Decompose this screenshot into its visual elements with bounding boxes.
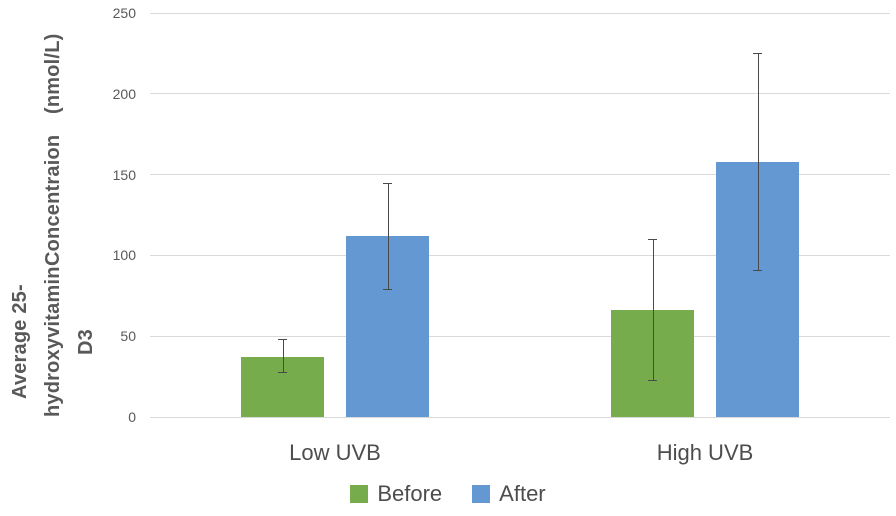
error-bar-line: [757, 53, 759, 270]
error-bar-cap-bottom: [278, 371, 287, 373]
gridline-250: [150, 12, 890, 14]
legend-swatch-after: [472, 485, 491, 503]
y-tick-label-0: 0: [128, 409, 136, 425]
error-bar-line: [652, 239, 654, 380]
error-bar-line: [282, 339, 284, 372]
x-category-label-high-uvb: High UVB: [656, 440, 754, 465]
gridline-100: [150, 254, 890, 256]
y-tick-label-100: 100: [112, 247, 136, 264]
error-bar-cap-bottom: [753, 269, 762, 271]
gridline-200: [150, 93, 890, 95]
error-bar-cap-top: [753, 53, 762, 55]
error-bar-cap-bottom: [648, 379, 657, 381]
y-tick-label-250: 250: [112, 5, 136, 21]
legend-item-after: After: [472, 481, 546, 507]
y-tick-label-200: 200: [112, 85, 136, 102]
legend-label: Before: [377, 481, 443, 506]
gridline-50: [150, 335, 890, 337]
gridline-150: [150, 174, 890, 176]
error-bar-cap-top: [648, 239, 657, 241]
legend-label: After: [499, 481, 546, 506]
gridline-0: [150, 416, 890, 418]
x-category-label-low-uvb: Low UVB: [289, 440, 381, 465]
error-bar-line: [387, 182, 389, 290]
legend-swatch-before: [350, 485, 369, 503]
legend-item-before: Before: [350, 481, 442, 507]
error-bar-cap-top: [383, 182, 392, 184]
error-bar-cap-top: [278, 339, 287, 341]
y-tick-label-150: 150: [112, 166, 136, 183]
error-bar-cap-bottom: [383, 289, 392, 291]
legend: Before After: [0, 481, 896, 507]
y-tick-label-50: 50: [120, 328, 136, 345]
